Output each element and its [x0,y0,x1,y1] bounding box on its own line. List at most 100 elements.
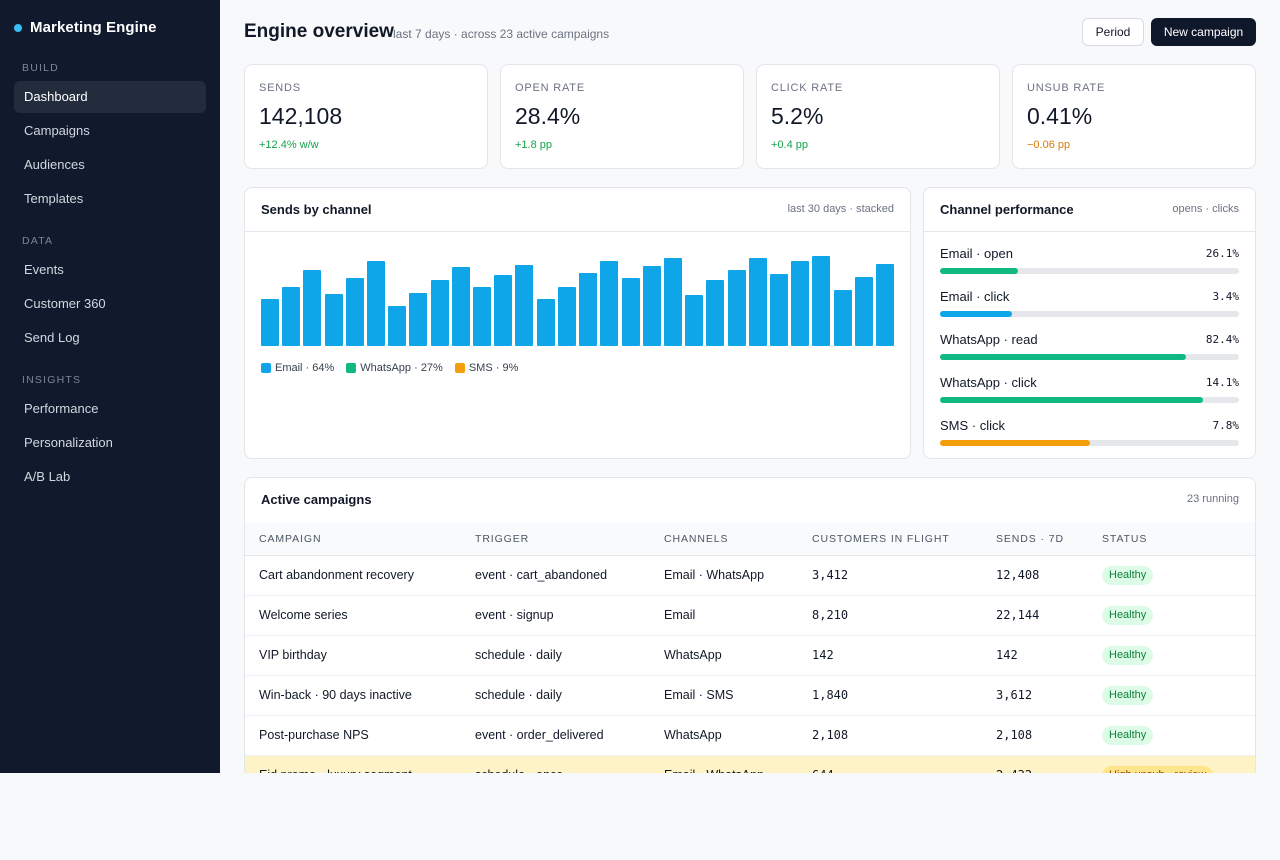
cell-customers-in-flight: 2,108 [812,728,849,742]
performance-fill [940,354,1187,360]
channel-performance-title: Channel performance [940,202,1074,217]
legend-item-whatsapp[interactable]: WhatsApp · 27% [346,362,443,374]
chart-bar[interactable] [812,256,831,346]
legend-item-sms[interactable]: SMS · 9% [454,362,518,374]
sidebar-item-ab-lab[interactable]: A/B Lab [24,469,71,484]
kpi-card-click-rate: CLICK RATE 5.2% +0.4 pp [756,64,1000,169]
table-row[interactable]: Win-back · 90 days inactive schedule · da… [245,676,1255,716]
chart-bar[interactable] [663,257,682,346]
chart-bar[interactable] [642,265,661,346]
table-row[interactable]: Cart abandonment recovery event · cart_ab… [245,556,1255,596]
chart-bar[interactable] [536,299,555,346]
performance-row: Email · click 3.4% [940,289,1239,323]
chart-bar[interactable] [854,276,873,346]
cell-trigger: schedule · daily [475,688,562,702]
performance-track [940,268,1239,274]
kpi-label: CLICK RATE [771,82,843,94]
performance-row: WhatsApp · read 82.4% [940,332,1239,366]
chart-bar[interactable] [451,266,470,346]
chart-bar[interactable] [515,265,534,346]
chart-bar[interactable] [261,299,279,346]
sidebar-item-performance[interactable]: Performance [24,401,99,416]
cell-campaign: Eid promo · luxury segment [259,768,412,773]
kpi-delta: +12.4% w/w [259,139,319,151]
performance-row: SMS · click 7.8% [940,418,1239,452]
table-row[interactable]: Post-purchase NPS event · order_delivered… [245,716,1255,756]
nav-heading-data: DATA [22,235,54,247]
legend-label: Email · 64% [275,362,335,374]
performance-label: WhatsApp · read [940,332,1038,347]
performance-label: Email · open [940,246,1013,261]
performance-row: Email · open 26.1% [940,246,1239,280]
cell-sends: 22,144 [996,608,1040,622]
status-badge: Healthy [1102,606,1154,625]
chart-bar[interactable] [282,286,301,346]
sidebar-item-send-log[interactable]: Send Log [24,330,80,345]
sidebar-item-templates[interactable]: Templates [24,191,84,206]
sidebar-item-dashboard[interactable]: Dashboard [14,81,206,113]
table-row[interactable]: Welcome series event · signup Email 8,210 22… [245,596,1255,636]
new-campaign-button[interactable]: New campaign [1151,18,1256,46]
chart-bar[interactable] [303,270,322,346]
sidebar-item-personalization[interactable]: Personalization [24,435,113,450]
chart-bar[interactable] [557,286,576,346]
performance-fill [940,397,1204,403]
status-badge: Healthy [1102,566,1154,585]
chart-bar[interactable] [367,261,386,346]
performance-track [940,311,1239,317]
chart-bar[interactable] [324,293,343,346]
chart-bar[interactable] [600,261,619,346]
column-header-trigger[interactable]: TRIGGER [475,533,530,545]
cell-customers-in-flight: 644 [812,768,834,773]
kpi-label: SENDS [259,82,301,94]
sidebar-item-events[interactable]: Events [24,262,64,277]
chart-bar[interactable] [388,305,407,346]
table-row[interactable]: VIP birthday schedule · daily WhatsApp 142 1… [245,636,1255,676]
sidebar-item-customer-360[interactable]: Customer 360 [24,296,106,311]
chart-bar[interactable] [494,274,513,346]
chart-bar[interactable] [727,270,746,346]
column-header-sends-7d[interactable]: SENDS · 7D [996,533,1064,545]
chart-bar[interactable] [409,292,428,346]
cell-sends: 3,612 [996,688,1033,702]
sidebar-item-audiences[interactable]: Audiences [24,157,85,172]
chart-bar[interactable] [345,277,364,346]
chart-bar[interactable] [833,290,852,346]
chart-bar[interactable] [579,273,598,346]
cell-campaign: Welcome series [259,608,348,622]
table-row[interactable]: Eid promo · luxury segment schedule · onc… [245,756,1255,773]
sends-chart-card: Sends by channel last 30 days · stacked … [244,187,911,459]
chart-bar[interactable] [473,286,492,346]
chart-bar[interactable] [769,274,788,346]
chart-bar[interactable] [875,264,894,346]
cell-trigger: event · signup [475,608,554,622]
kpi-card-open-rate: OPEN RATE 28.4% +1.8 pp [500,64,744,169]
column-header-channels[interactable]: CHANNELS [664,533,729,545]
brand[interactable]: Marketing Engine [14,19,157,36]
performance-label: Email · click [940,289,1010,304]
brand-name: Marketing Engine [30,19,157,36]
chart-bar[interactable] [430,280,449,346]
column-header-status[interactable]: STATUS [1102,533,1148,545]
brand-dot-icon [14,23,22,32]
legend-swatch [454,363,465,373]
chart-bar[interactable] [706,280,725,346]
performance-label: WhatsApp · click [940,375,1037,390]
column-header-campaign[interactable]: CAMPAIGN [259,533,322,545]
nav-heading-insights: INSIGHTS [22,374,82,386]
legend-item-email[interactable]: Email · 64% [261,362,334,374]
performance-track [940,354,1239,360]
cell-sends: 12,408 [996,568,1040,582]
column-header-customers-in-flight[interactable]: CUSTOMERS IN FLIGHT [812,533,950,545]
kpi-value: 142,108 [259,103,343,129]
chart-bar[interactable] [791,261,810,346]
active-campaigns-meta: 23 running [1187,493,1239,505]
chart-bar[interactable] [685,294,704,346]
chart-bar[interactable] [621,277,640,346]
active-campaigns-card: Active campaigns 23 running CAMPAIGN TRI… [244,477,1256,773]
cell-channels: WhatsApp [664,728,722,742]
chart-bar[interactable] [748,257,767,346]
sidebar-item-campaigns[interactable]: Campaigns [24,123,90,138]
status-badge: Healthy [1102,726,1154,745]
period-button[interactable]: Period [1082,18,1144,46]
